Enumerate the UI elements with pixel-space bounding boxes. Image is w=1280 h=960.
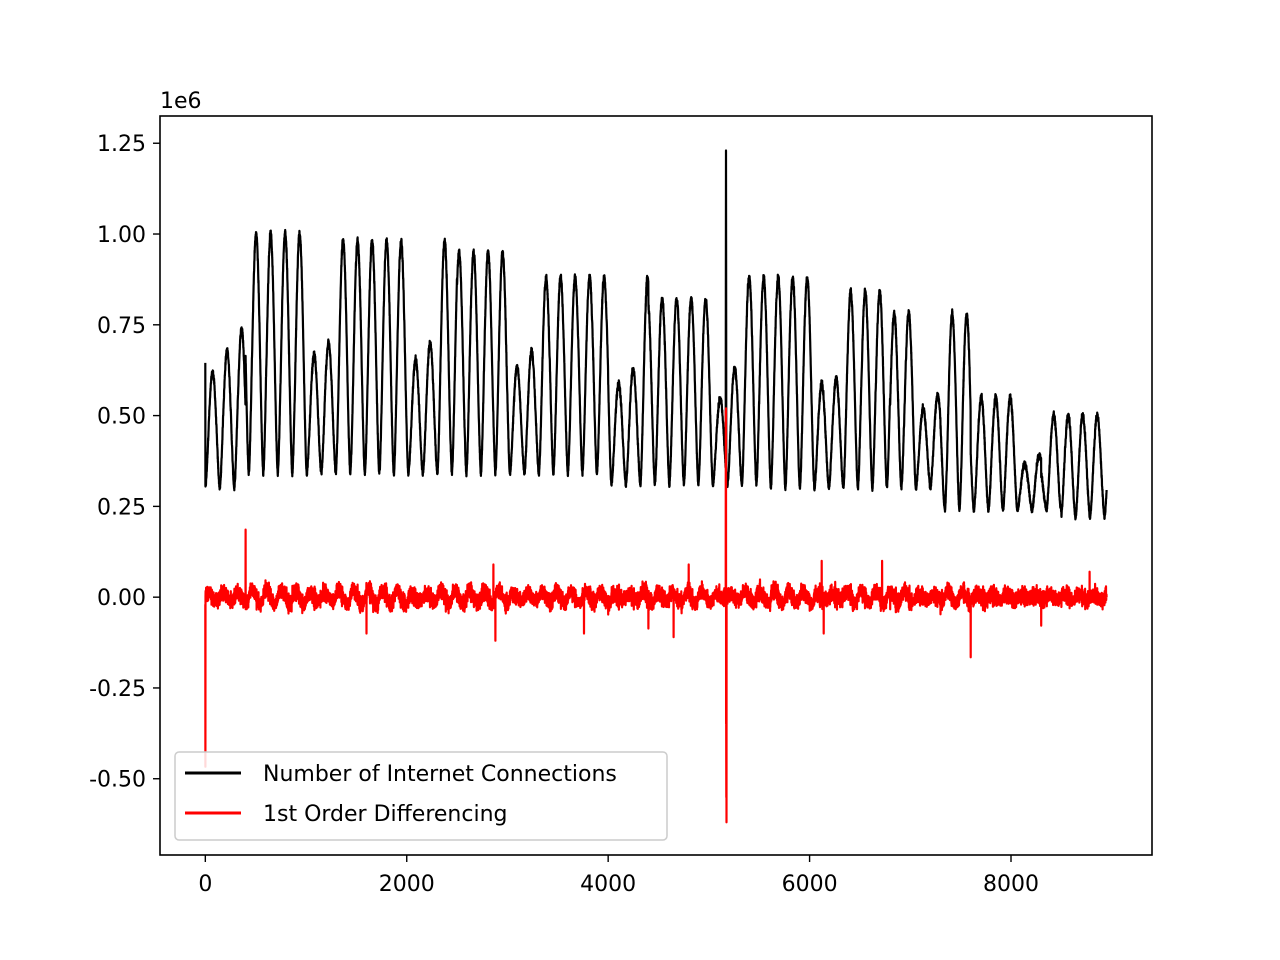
legend-box	[174, 751, 668, 841]
x-axis-ticks: 0 2000 4000 6000 8000	[198, 855, 1039, 897]
y-tick-label: -0.50	[89, 768, 146, 793]
y-tick-label: 0.00	[97, 586, 146, 611]
series-line-internet-connections	[204, 149, 1108, 521]
y-axis-offset-text: 1e6	[160, 89, 202, 114]
legend-label: 1st Order Differencing	[263, 802, 508, 827]
x-tick-label: 0	[198, 872, 212, 897]
x-tick-label: 4000	[580, 872, 636, 897]
x-tick-label: 8000	[983, 872, 1039, 897]
series-line-first-order-differencing	[204, 407, 1108, 824]
y-tick-label: 1.00	[97, 223, 146, 248]
x-tick-label: 2000	[379, 872, 435, 897]
y-tick-label: 0.50	[97, 405, 146, 430]
y-axis-ticks: 1.25 1.00 0.75 0.50 0.25 0.00 -0.25 -0.50	[89, 132, 160, 793]
y-tick-label: 0.75	[97, 314, 146, 339]
y-tick-label: 1.25	[97, 132, 146, 157]
series-layer	[204, 149, 1108, 824]
y-tick-label: -0.25	[89, 677, 146, 702]
y-tick-label: 0.25	[97, 495, 146, 520]
axes-frame	[159, 115, 1153, 856]
legend: Number of Internet Connections 1st Order …	[174, 751, 668, 841]
x-tick-label: 6000	[782, 872, 838, 897]
legend-label: Number of Internet Connections	[263, 762, 617, 787]
